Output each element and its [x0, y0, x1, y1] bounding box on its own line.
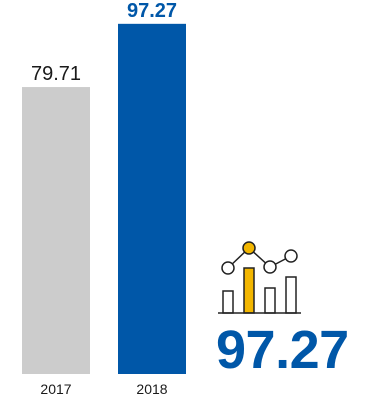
x-tick-label-2017: 2017 [40, 381, 71, 397]
value-labels-group: 79.71 97.27 [31, 0, 177, 85]
x-tick-labels-group: 2017 2018 [40, 381, 167, 397]
bar-2018 [118, 23, 186, 374]
x-tick-label-2018: 2018 [136, 381, 167, 397]
bar-2017 [22, 87, 90, 374]
highlight-value: 97.27 [216, 320, 349, 380]
icon-accent-bar [243, 267, 255, 314]
icon-accent-dot [242, 241, 256, 255]
value-label-2018: 97.27 [127, 0, 177, 22]
bars-group [22, 23, 186, 374]
value-label-2017: 79.71 [31, 63, 81, 85]
bar-chart-trend-icon [218, 241, 301, 314]
